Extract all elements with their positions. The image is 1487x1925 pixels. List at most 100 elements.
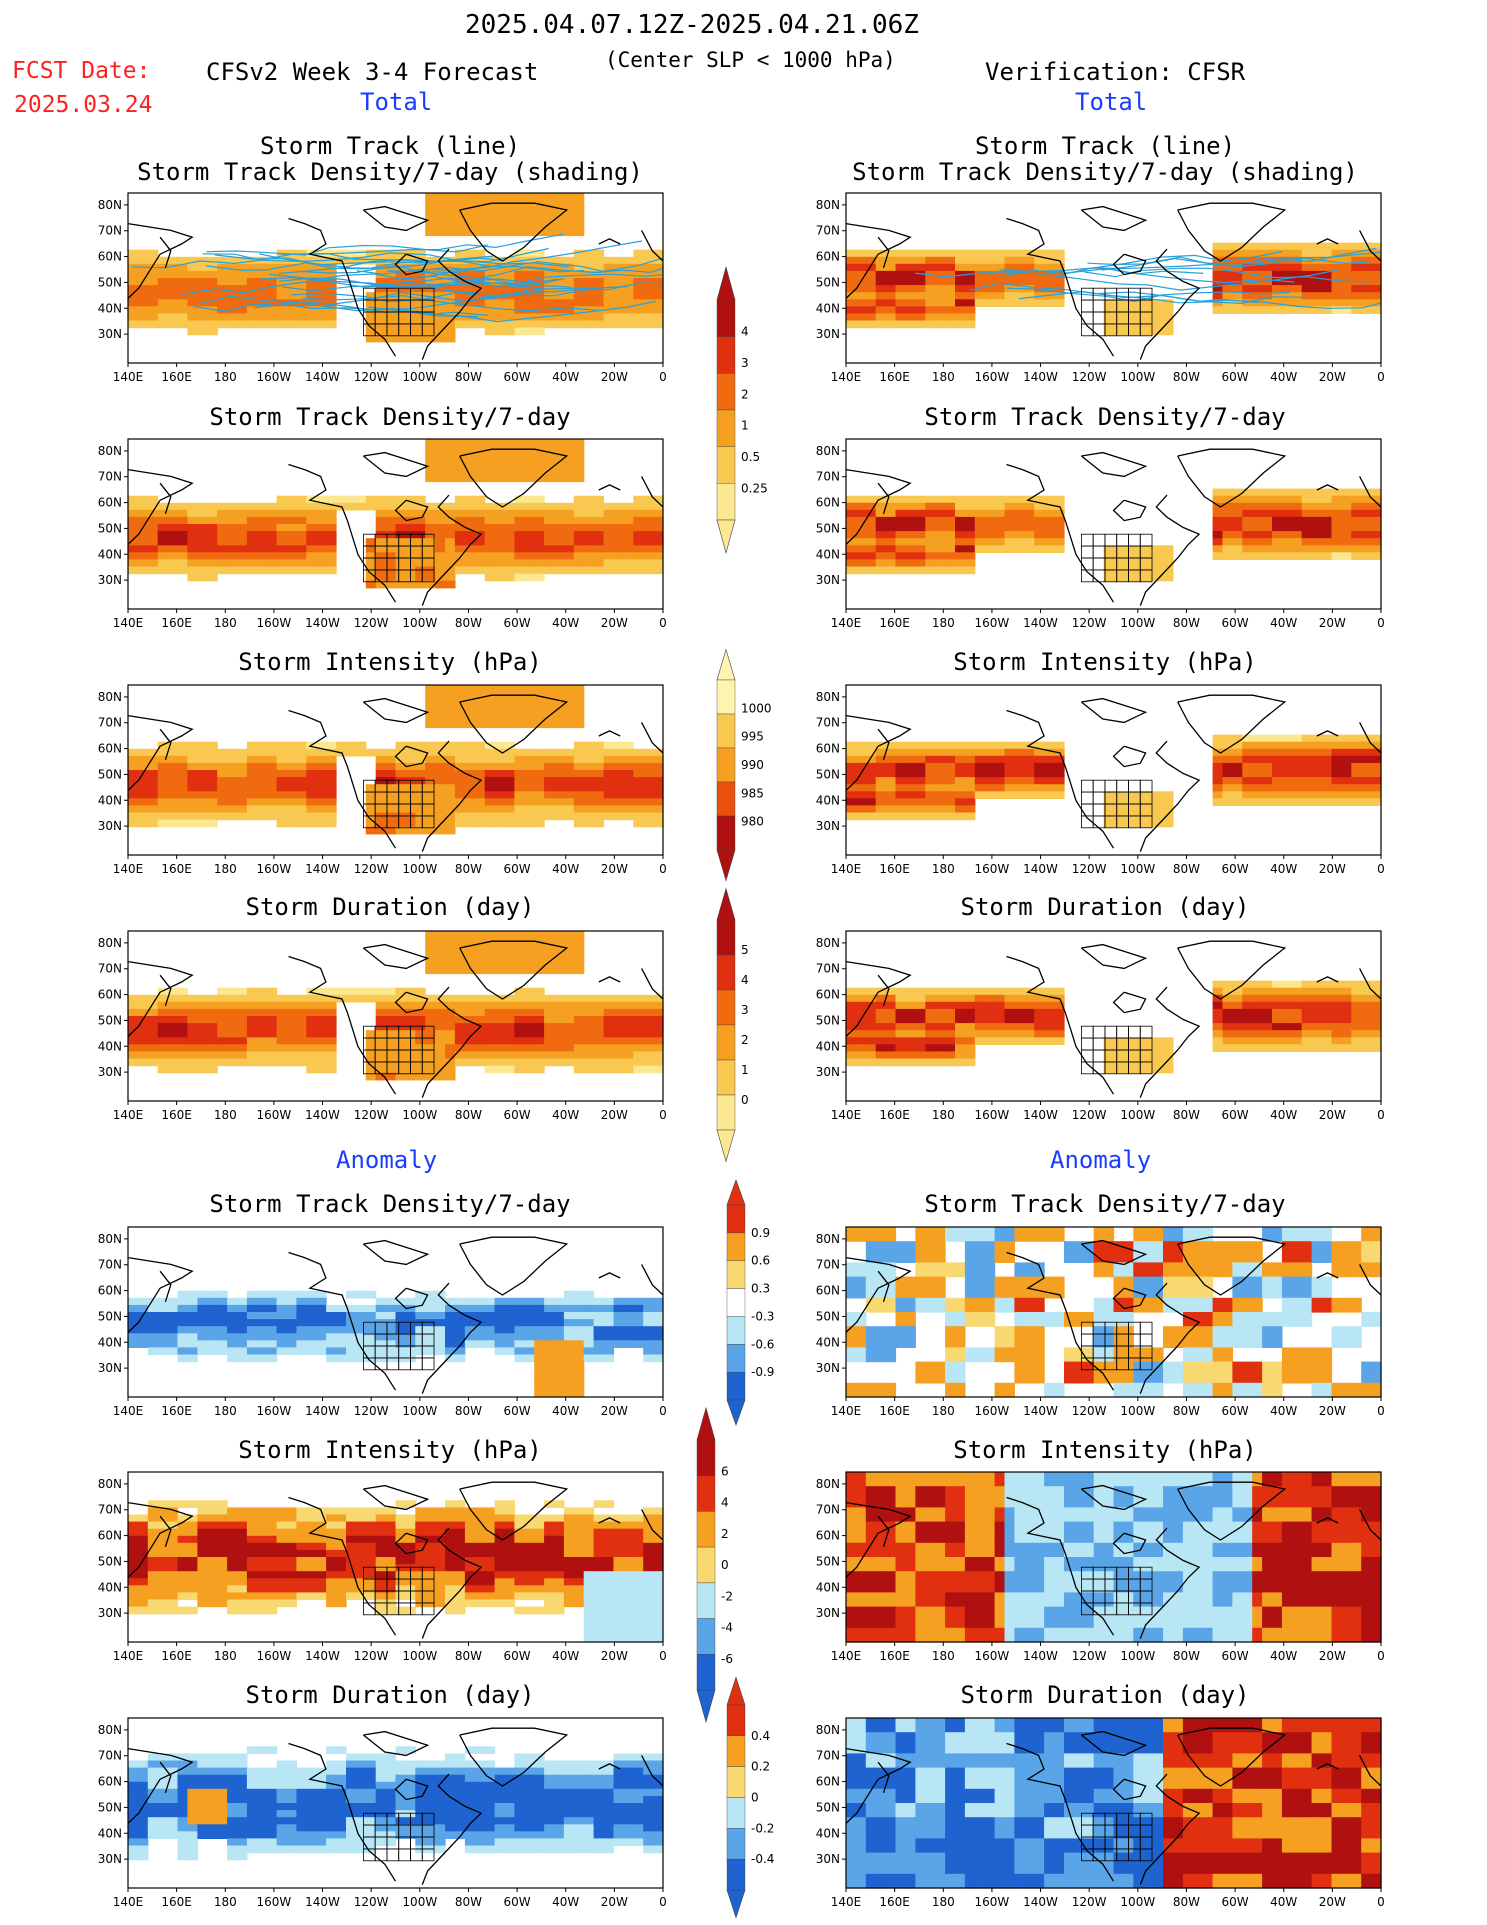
colorbar-duration-label: 4 (741, 973, 749, 987)
lon-tick-label: 140W (1023, 616, 1058, 630)
lon-tick-label: 100W (1120, 862, 1155, 876)
lon-tick-label: 100W (402, 1108, 437, 1122)
lon-tick-label: 40W (552, 862, 579, 876)
lat-tick-label: 50N (816, 767, 840, 781)
lon-tick-label: 180 (214, 1108, 237, 1122)
lon-tick-label: 160E (161, 862, 192, 876)
lon-tick-label: 20W (1319, 1404, 1346, 1418)
lat-tick-label: 70N (816, 962, 840, 976)
model-title: CFSv2 Week 3-4 Forecast (206, 58, 539, 86)
lon-tick-label: 160W (257, 1649, 292, 1663)
lon-tick-label: 120W (354, 1404, 389, 1418)
lat-tick-label: 40N (98, 793, 122, 807)
lon-tick-label: 160W (975, 1404, 1010, 1418)
title-r4: Storm Duration (day) (960, 893, 1250, 921)
colorbar-duration-label: 5 (741, 943, 749, 957)
lat-tick-label: 50N (98, 275, 122, 289)
lat-tick-label: 70N (98, 962, 122, 976)
title-r6: Storm Intensity (hPa) (953, 1436, 1257, 1464)
lon-tick-label: 60W (1222, 1108, 1249, 1122)
left-anomaly-label: Anomaly (336, 1146, 438, 1174)
map-panel-r6-forecast: 80N 70N 60N 50N 40N 30N 140E 160E 180 160W 140W 120… (98, 1471, 667, 1663)
lon-tick-label: 40W (552, 1895, 579, 1909)
lon-tick-label: 160W (257, 616, 292, 630)
lat-tick-label: 50N (816, 1013, 840, 1027)
lat-tick-label: 30N (816, 327, 840, 341)
colorbar-anomaly-intensity-label: 2 (721, 1527, 729, 1541)
lat-tick-label: 70N (98, 1258, 122, 1272)
lat-tick-label: 40N (816, 1826, 840, 1840)
lat-tick-label: 40N (816, 793, 840, 807)
lon-tick-label: 40W (1270, 1404, 1297, 1418)
lon-tick-label: 160E (879, 1895, 910, 1909)
lon-tick-label: 80W (455, 370, 482, 384)
title-l2: Storm Track Density/7-day (209, 403, 571, 431)
colorbar-intensity-label: 985 (741, 786, 764, 800)
lon-tick-label: 140E (831, 1649, 862, 1663)
lat-tick-label: 60N (98, 496, 122, 510)
lon-tick-label: 40W (552, 370, 579, 384)
lon-tick-label: 0 (659, 1649, 667, 1663)
lat-tick-label: 30N (98, 1065, 122, 1079)
colorbar-intensity-label: 980 (741, 815, 764, 829)
lon-tick-label: 100W (402, 616, 437, 630)
lon-tick-label: 20W (601, 1404, 628, 1418)
lon-tick-label: 100W (1120, 1649, 1155, 1663)
lat-tick-label: 30N (98, 1361, 122, 1375)
right-anomaly-label: Anomaly (1050, 1146, 1152, 1174)
lon-tick-label: 160E (879, 862, 910, 876)
lon-tick-label: 0 (1377, 370, 1385, 384)
lon-tick-label: 140W (305, 1108, 340, 1122)
lon-tick-label: 40W (1270, 1649, 1297, 1663)
lon-tick-label: 40W (552, 1404, 579, 1418)
map-panel-r5-verification: 80N 70N 60N 50N 40N 30N 140E 160E 180 160W 140W 120… (816, 1226, 1385, 1418)
lat-tick-label: 60N (816, 1529, 840, 1543)
lon-tick-label: 120W (1072, 1108, 1107, 1122)
colorbar-density-label: 3 (741, 356, 749, 370)
colorbar-anomaly-duration: 0.4 0.2 0 -0.2 -0.4 (726, 1676, 774, 1919)
lon-tick-label: 20W (601, 1895, 628, 1909)
lon-tick-label: 140E (113, 1895, 144, 1909)
lat-tick-label: 40N (98, 301, 122, 315)
colorbar-anomaly-density-label: -0.6 (751, 1337, 774, 1351)
lat-tick-label: 60N (816, 496, 840, 510)
lon-tick-label: 120W (354, 1108, 389, 1122)
colorbar-duration-label: 3 (741, 1003, 749, 1017)
lon-tick-label: 140E (113, 616, 144, 630)
colorbar-anomaly-intensity-label: -4 (721, 1621, 733, 1635)
lat-tick-label: 80N (98, 444, 122, 458)
lon-tick-label: 140E (113, 1108, 144, 1122)
lat-tick-label: 70N (816, 1258, 840, 1272)
lon-tick-label: 60W (504, 1649, 531, 1663)
lon-tick-label: 180 (932, 616, 955, 630)
lon-tick-label: 120W (1072, 1895, 1107, 1909)
map-panel-r4-forecast: 80N 70N 60N 50N 40N 30N 140E 160E 180 160W 140W 120… (98, 930, 667, 1122)
colorbar-duration-label: 1 (741, 1063, 749, 1077)
lon-tick-label: 0 (659, 370, 667, 384)
lon-tick-label: 140W (305, 1649, 340, 1663)
lat-tick-label: 60N (98, 988, 122, 1002)
lat-tick-label: 50N (98, 521, 122, 535)
lon-tick-label: 180 (932, 1895, 955, 1909)
lon-tick-label: 0 (1377, 616, 1385, 630)
lon-tick-label: 80W (1173, 1108, 1200, 1122)
lat-tick-label: 40N (816, 1039, 840, 1053)
map-panel-r4-verification: 80N 70N 60N 50N 40N 30N 140E 160E 180 160W 140W 120… (816, 930, 1385, 1122)
lat-tick-label: 80N (816, 1232, 840, 1246)
lon-tick-label: 0 (1377, 862, 1385, 876)
lon-tick-label: 100W (402, 1649, 437, 1663)
lon-tick-label: 160E (161, 1649, 192, 1663)
colorbar-anomaly-duration-label: -0.2 (751, 1821, 774, 1835)
title-r1-b: Storm Track Density/7-day (shading) (852, 158, 1358, 186)
colorbar-anomaly-duration-label: 0.2 (751, 1760, 770, 1774)
colorbar-anomaly-intensity-label: 0 (721, 1558, 729, 1572)
lon-tick-label: 160E (161, 1895, 192, 1909)
lon-tick-label: 160W (257, 370, 292, 384)
lon-tick-label: 100W (1120, 1108, 1155, 1122)
lat-tick-label: 70N (98, 470, 122, 484)
lon-tick-label: 180 (932, 370, 955, 384)
lon-tick-label: 0 (1377, 1649, 1385, 1663)
lon-tick-label: 140W (305, 1404, 340, 1418)
lat-tick-label: 50N (816, 1309, 840, 1323)
colorbar-anomaly-intensity-label: 6 (721, 1464, 729, 1478)
